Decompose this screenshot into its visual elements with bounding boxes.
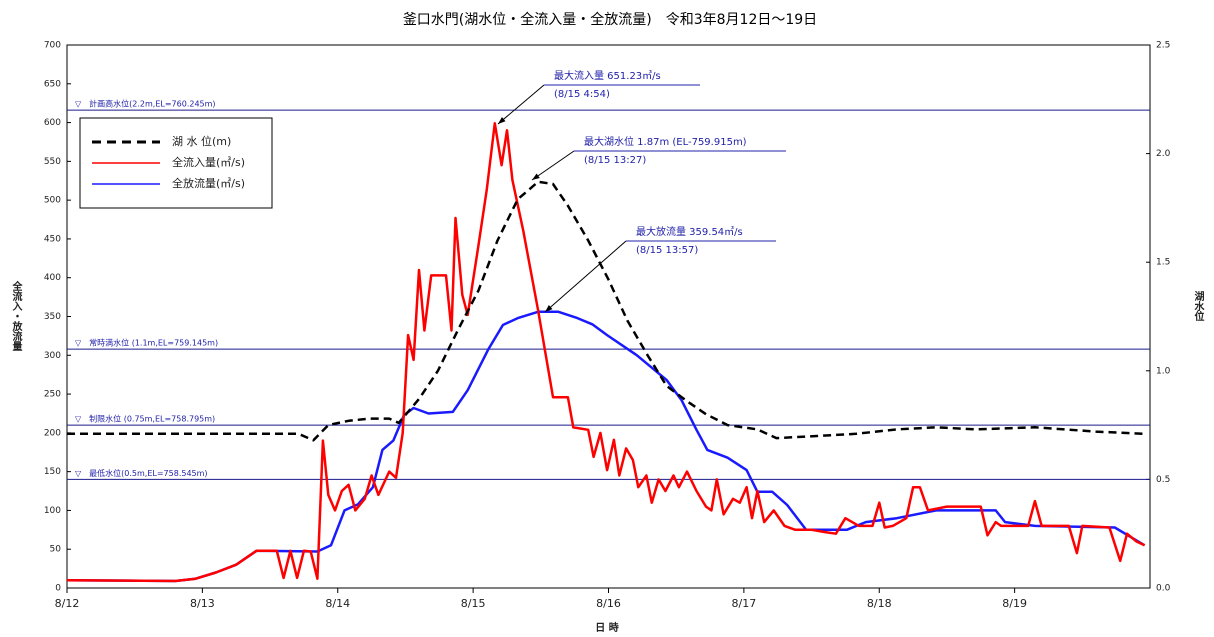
y-tick-label: 150 <box>44 467 61 477</box>
y2-tick-label: 0.5 <box>1156 475 1170 485</box>
y-tick-label: 400 <box>44 273 61 283</box>
y-tick-label: 650 <box>44 79 61 89</box>
x-tick-label: 8/14 <box>325 597 350 610</box>
y-tick-label: 450 <box>44 234 61 244</box>
y-tick-label: 550 <box>44 157 61 167</box>
y2-tick-label: 0.0 <box>1156 584 1171 594</box>
y-axis-label: 全流入・放流量 <box>10 280 23 351</box>
y-tick-label: 250 <box>44 390 61 400</box>
y2-tick-label: 2.0 <box>1156 149 1171 159</box>
y-tick-label: 350 <box>44 312 61 322</box>
annotation-arrow <box>531 150 575 181</box>
legend-label: 全放流量(㎥/s) <box>172 176 245 190</box>
annotation-arrowhead <box>498 117 506 124</box>
y2-tick-label: 1.0 <box>1156 366 1171 376</box>
annotation: 最大湖水位 1.87m (EL-759.915m) <box>584 135 747 148</box>
annotation-arrowhead <box>545 304 553 312</box>
x-tick-label: 8/15 <box>461 597 486 610</box>
y-tick-label: 100 <box>44 506 61 516</box>
legend-label: 全流入量(㎥/s) <box>172 155 245 169</box>
series-line <box>66 310 1146 583</box>
annotation: 最大放流量 359.54㎥/s <box>636 225 743 238</box>
annotation-sub: (8/15 13:57) <box>636 245 698 256</box>
x-tick-label: 8/19 <box>1002 597 1027 610</box>
legend-label: 湖 水 位(m) <box>172 134 231 148</box>
y2-tick-label: 1.5 <box>1156 258 1170 268</box>
series-line <box>67 180 1145 442</box>
reference-label: ▽ 計画高水位(2.2m,EL=760.245m) <box>75 99 216 109</box>
chart-title: 釜口水門(湖水位・全流入量・全放流量) 令和3年8月12日～19日 <box>403 11 817 28</box>
x-tick-label: 8/17 <box>732 597 757 610</box>
annotation-arrow <box>497 84 545 125</box>
annotation-sub: (8/15 13:27) <box>584 155 646 166</box>
annotation-arrowhead <box>532 173 540 180</box>
y-tick-label: 500 <box>44 196 61 206</box>
y2-axis-label: 湖水位 <box>1192 290 1205 322</box>
y-tick-label: 50 <box>50 545 62 555</box>
y-tick-label: 700 <box>44 41 61 51</box>
y-tick-label: 600 <box>44 118 61 128</box>
y-tick-label: 200 <box>44 428 61 438</box>
x-tick-label: 8/13 <box>190 597 215 610</box>
annotation: 最大流入量 651.23㎥/s <box>554 69 661 82</box>
x-tick-label: 8/12 <box>55 597 80 610</box>
reference-label: ▽ 最低水位(0.5m,EL=758.545m) <box>75 468 208 478</box>
y-tick-label: 0 <box>55 584 61 594</box>
y-tick-label: 300 <box>44 351 61 361</box>
x-tick-label: 8/16 <box>596 597 621 610</box>
annotation-arrow <box>544 240 627 313</box>
x-tick-label: 8/18 <box>867 597 892 610</box>
reference-label: ▽ 常時満水位 (1.1m,EL=759.145m) <box>75 338 218 348</box>
x-axis-label: 日 時 <box>595 621 618 634</box>
annotation-sub: (8/15 4:54) <box>554 89 610 100</box>
series-line <box>66 122 1146 583</box>
y2-tick-label: 2.5 <box>1156 41 1170 51</box>
reference-label: ▽ 制限水位 (0.75m,EL=758.795m) <box>75 414 215 424</box>
